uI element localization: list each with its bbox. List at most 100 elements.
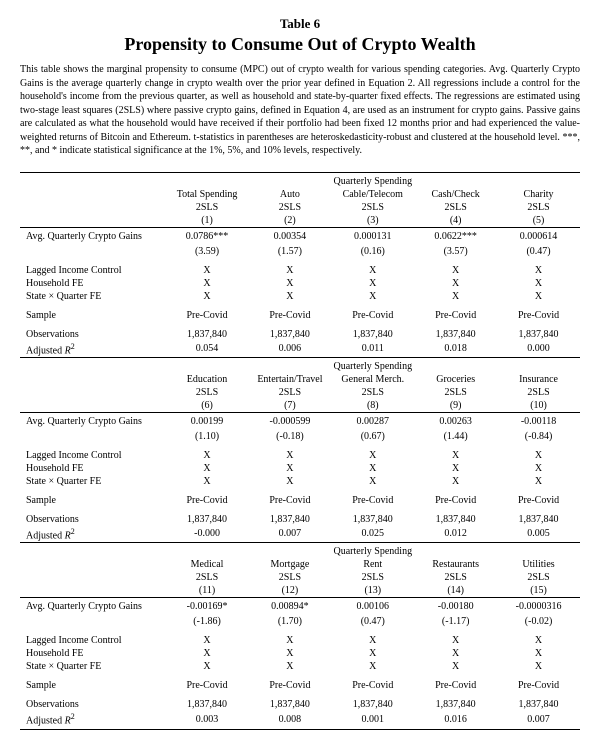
tstat: (-0.02)	[497, 615, 580, 628]
fe-mark: X	[497, 462, 580, 475]
tstat: (0.67)	[331, 430, 414, 443]
col-number: (4)	[414, 214, 497, 228]
method-label: 2SLS	[331, 571, 414, 584]
row-label: Lagged Income Control	[20, 264, 166, 277]
regression-table: Quarterly SpendingTotal SpendingAutoCabl…	[20, 172, 580, 731]
coef: 0.00263	[414, 412, 497, 430]
row-label: Adjusted R2	[20, 341, 166, 358]
coef: -0.00180	[414, 598, 497, 616]
col-header: Auto	[248, 188, 331, 201]
col-number: (11)	[166, 584, 249, 598]
fe-mark: X	[414, 647, 497, 660]
sample: Pre-Covid	[331, 309, 414, 322]
coef: 0.000131	[331, 227, 414, 245]
row-label: Avg. Quarterly Crypto Gains	[20, 227, 166, 245]
group-header: Quarterly Spending	[331, 360, 414, 373]
col-header: Cash/Check	[414, 188, 497, 201]
col-header: Charity	[497, 188, 580, 201]
fe-mark: X	[248, 449, 331, 462]
method-label: 2SLS	[331, 386, 414, 399]
col-header: Utilities	[497, 558, 580, 571]
obs: 1,837,840	[414, 328, 497, 341]
col-header: Medical	[166, 558, 249, 571]
col-header: Rent	[331, 558, 414, 571]
r2: 0.000	[497, 341, 580, 358]
tstat: (0.47)	[497, 245, 580, 258]
coef: -0.00169*	[166, 598, 249, 616]
method-label: 2SLS	[248, 571, 331, 584]
method-label: 2SLS	[414, 571, 497, 584]
fe-mark: X	[331, 475, 414, 488]
obs: 1,837,840	[166, 698, 249, 711]
obs: 1,837,840	[248, 698, 331, 711]
obs: 1,837,840	[331, 328, 414, 341]
row-label: Observations	[20, 513, 166, 526]
fe-mark: X	[414, 660, 497, 673]
obs: 1,837,840	[414, 513, 497, 526]
coef: 0.00354	[248, 227, 331, 245]
fe-mark: X	[166, 277, 249, 290]
r2: 0.007	[248, 526, 331, 543]
method-label: 2SLS	[497, 201, 580, 214]
tstat: (0.47)	[331, 615, 414, 628]
col-header: Entertain/Travel	[248, 373, 331, 386]
col-number: (14)	[414, 584, 497, 598]
r2: 0.003	[166, 711, 249, 727]
fe-mark: X	[414, 290, 497, 303]
fe-mark: X	[331, 660, 414, 673]
fe-mark: X	[331, 264, 414, 277]
coef: -0.0000316	[497, 598, 580, 616]
row-label: Household FE	[20, 277, 166, 290]
fe-mark: X	[497, 277, 580, 290]
fe-mark: X	[497, 475, 580, 488]
col-number: (2)	[248, 214, 331, 228]
sample: Pre-Covid	[497, 309, 580, 322]
fe-mark: X	[248, 462, 331, 475]
row-label: State × Quarter FE	[20, 475, 166, 488]
table-caption: This table shows the marginal propensity…	[20, 63, 580, 158]
coef: -0.000599	[248, 412, 331, 430]
method-label: 2SLS	[331, 201, 414, 214]
group-header: Quarterly Spending	[331, 175, 414, 188]
fe-mark: X	[414, 277, 497, 290]
obs: 1,837,840	[497, 328, 580, 341]
coef: 0.000614	[497, 227, 580, 245]
fe-mark: X	[414, 449, 497, 462]
fe-mark: X	[331, 277, 414, 290]
method-label: 2SLS	[166, 386, 249, 399]
tstat: (3.59)	[166, 245, 249, 258]
method-label: 2SLS	[166, 571, 249, 584]
obs: 1,837,840	[166, 513, 249, 526]
fe-mark: X	[248, 290, 331, 303]
row-label: Observations	[20, 328, 166, 341]
coef: -0.00118	[497, 412, 580, 430]
fe-mark: X	[497, 660, 580, 673]
fe-mark: X	[414, 634, 497, 647]
r2: 0.054	[166, 341, 249, 358]
row-label: Lagged Income Control	[20, 449, 166, 462]
r2: 0.016	[414, 711, 497, 727]
row-label: Household FE	[20, 462, 166, 475]
col-number: (15)	[497, 584, 580, 598]
row-label: Avg. Quarterly Crypto Gains	[20, 412, 166, 430]
r2: 0.007	[497, 711, 580, 727]
fe-mark: X	[166, 462, 249, 475]
fe-mark: X	[166, 647, 249, 660]
coef: 0.00106	[331, 598, 414, 616]
sample: Pre-Covid	[414, 494, 497, 507]
col-number: (7)	[248, 399, 331, 413]
sample: Pre-Covid	[166, 309, 249, 322]
method-label: 2SLS	[414, 386, 497, 399]
col-header: General Merch.	[331, 373, 414, 386]
obs: 1,837,840	[248, 513, 331, 526]
tstat: (-0.18)	[248, 430, 331, 443]
fe-mark: X	[248, 660, 331, 673]
col-number: (13)	[331, 584, 414, 598]
r2: 0.025	[331, 526, 414, 543]
col-header: Education	[166, 373, 249, 386]
sample: Pre-Covid	[497, 494, 580, 507]
obs: 1,837,840	[497, 698, 580, 711]
fe-mark: X	[248, 647, 331, 660]
sample: Pre-Covid	[166, 494, 249, 507]
tstat: (3.57)	[414, 245, 497, 258]
